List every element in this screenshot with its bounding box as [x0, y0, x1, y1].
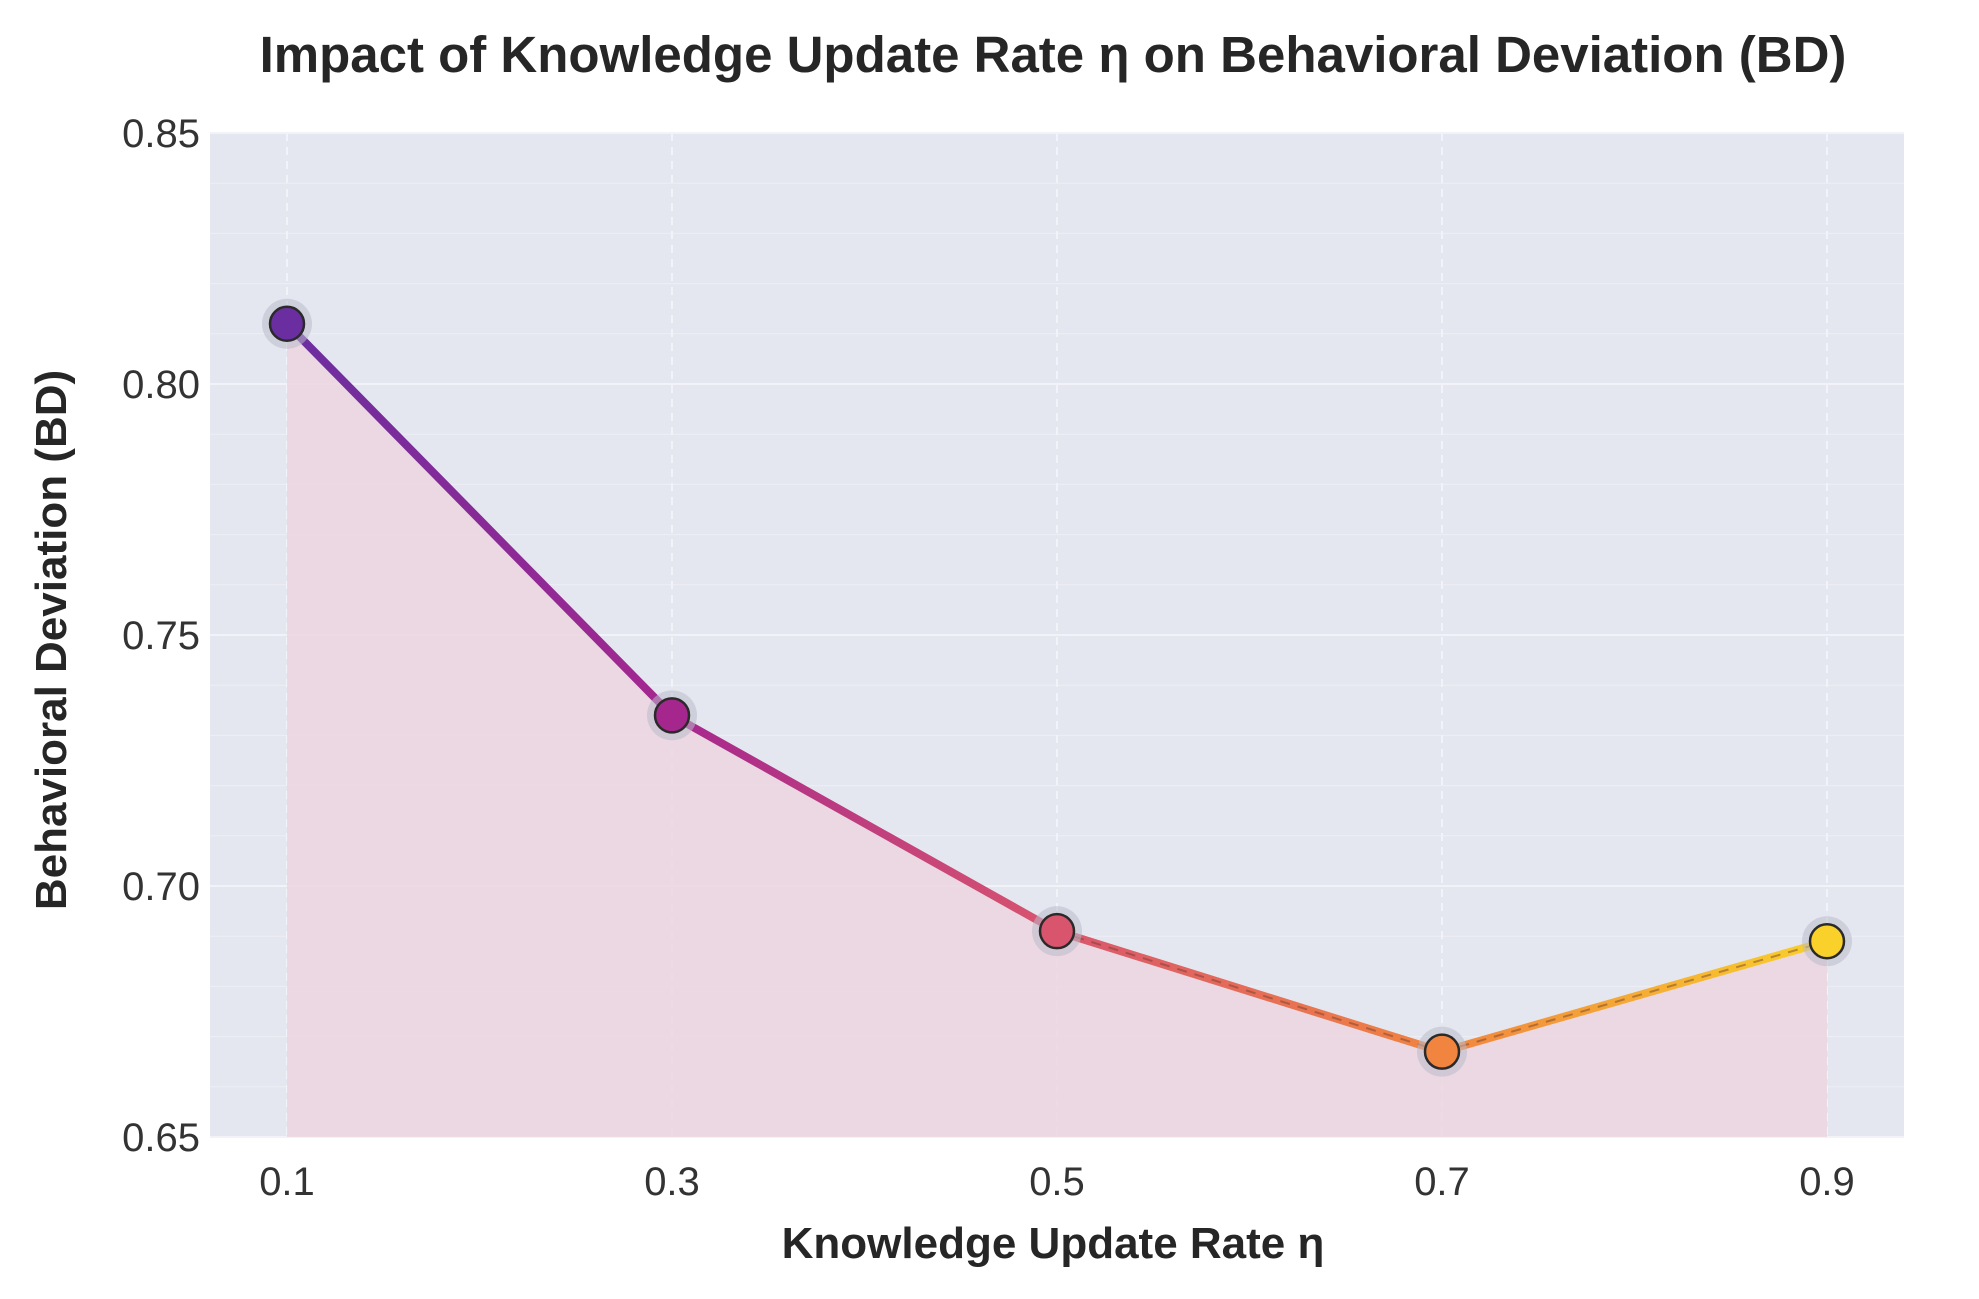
- y-tick-label: 0.70: [122, 865, 200, 909]
- y-tick-label: 0.85: [122, 112, 200, 156]
- series-line-segment: [668, 711, 1061, 936]
- series-line: [283, 319, 1831, 1056]
- data-point: [268, 305, 306, 343]
- x-axis-label: Knowledge Update Rate η: [782, 1219, 1325, 1268]
- chart-title: Impact of Knowledge Update Rate η on Beh…: [260, 26, 1847, 83]
- data-point: [1038, 912, 1076, 950]
- data-point: [1423, 1033, 1461, 1070]
- y-tick-label: 0.80: [122, 363, 200, 407]
- x-tick-labels: 0.1 0.3 0.5 0.7 0.9: [259, 1160, 1855, 1204]
- series-line-dash: [1056, 930, 1443, 1053]
- data-point: [1808, 922, 1846, 960]
- series-line-segment: [283, 319, 676, 720]
- data-points: [262, 298, 1852, 1077]
- x-tick-label: 0.3: [644, 1160, 700, 1204]
- area-fill: [287, 323, 1827, 1137]
- data-point: [653, 697, 691, 734]
- y-axis-label: Behavioral Deviation (BD): [27, 370, 76, 910]
- y-tick-labels: 0.65 0.70 0.75 0.80 0.85: [122, 112, 200, 1160]
- y-tick-label: 0.75: [122, 614, 200, 658]
- x-tick-label: 0.1: [259, 1160, 315, 1204]
- x-tick-label: 0.9: [1799, 1160, 1855, 1204]
- series-line-dash: [1441, 940, 1828, 1053]
- x-tick-label: 0.7: [1414, 1160, 1470, 1204]
- series-line-segment: [1438, 937, 1831, 1056]
- y-tick-label: 0.65: [122, 1116, 200, 1160]
- series-line-segment: [1053, 927, 1446, 1056]
- x-tick-label: 0.5: [1029, 1160, 1085, 1204]
